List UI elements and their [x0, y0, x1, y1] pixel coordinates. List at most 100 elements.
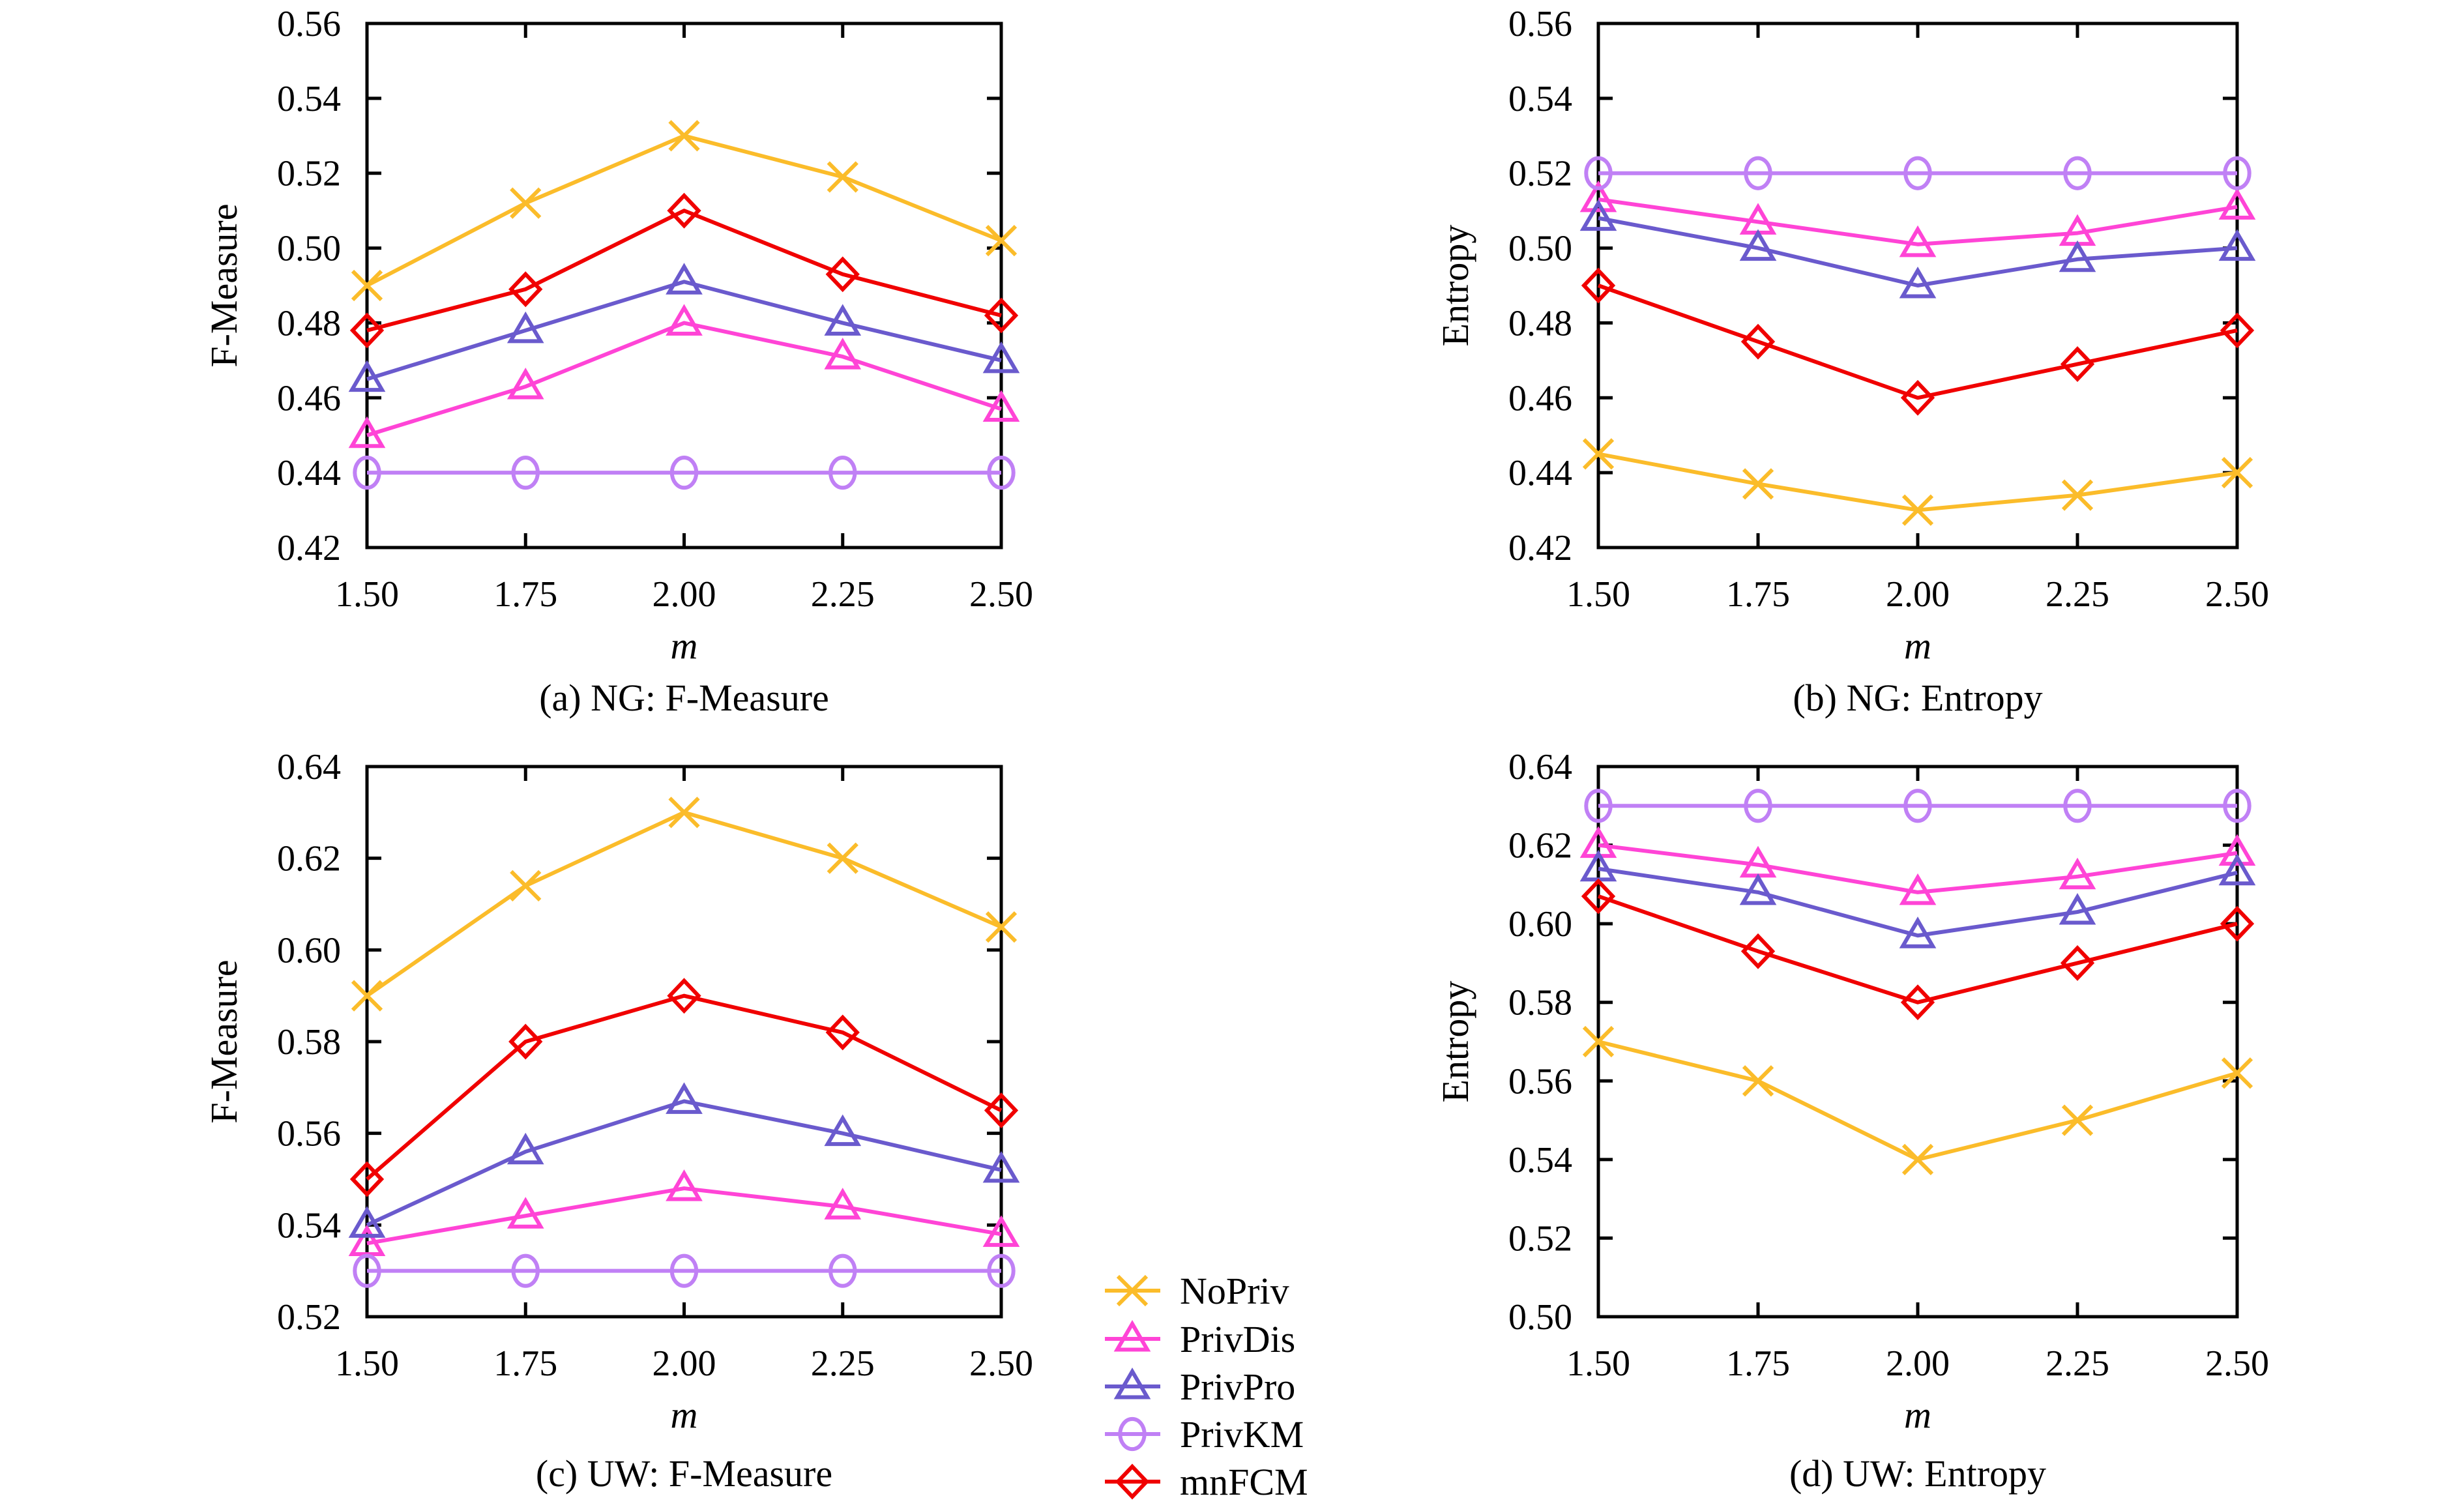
y-tick-label: 0.56 — [1508, 4, 1572, 44]
data-point-marker — [985, 224, 1018, 257]
series-privdis — [348, 304, 1020, 448]
data-point-marker — [987, 1253, 1016, 1288]
data-point-marker — [825, 1014, 860, 1051]
series-line — [1598, 452, 2238, 512]
x-axis-label: m — [671, 624, 698, 667]
series-line — [366, 321, 1002, 437]
y-axis-label: F-Measure — [203, 203, 245, 367]
data-point-marker — [666, 263, 703, 295]
y-tick-label: 0.54 — [1508, 79, 1572, 119]
plot-frame — [1596, 765, 2239, 1319]
x-tick-label: 1.50 — [1566, 1343, 1630, 1384]
series-privpro — [348, 1082, 1020, 1238]
series-nopriv — [1582, 1025, 2253, 1175]
y-tick-label: 0.54 — [277, 79, 341, 119]
y-tick-label: 0.42 — [277, 528, 341, 568]
data-point-marker — [985, 911, 1018, 943]
x-tick-label: 2.00 — [1886, 1343, 1950, 1384]
x-tick-label: 1.50 — [335, 574, 399, 615]
data-point-marker — [824, 1188, 862, 1220]
data-point-marker — [827, 842, 858, 874]
x-tick-label: 2.25 — [2046, 1343, 2109, 1384]
legend-marker-icon — [1113, 1367, 1151, 1399]
data-point-marker — [349, 312, 385, 349]
y-tick-label: 0.46 — [277, 378, 341, 418]
series-privpro — [1579, 199, 2256, 299]
series-nopriv — [351, 120, 1018, 302]
series-privdis — [1579, 826, 2256, 905]
chart-caption: (b) NG: Entropy — [1793, 677, 2042, 719]
data-point-marker — [2061, 479, 2094, 511]
data-point-marker — [1899, 873, 1937, 905]
plot-frame — [365, 765, 1003, 1319]
data-point-marker — [2063, 789, 2092, 823]
legend: NoPriv PrivDis PrivPro PrivKM mnFCM — [1105, 1270, 1308, 1503]
data-point-marker — [827, 161, 858, 193]
data-point-marker — [829, 1253, 857, 1288]
series-mnfcm — [1581, 878, 2255, 1021]
y-tick-label: 0.58 — [277, 1022, 341, 1062]
data-point-marker — [349, 1161, 385, 1197]
data-point-marker — [669, 456, 699, 490]
series-mnfcm — [349, 192, 1019, 349]
y-tick-label: 0.62 — [277, 839, 341, 879]
y-tick-label: 0.60 — [277, 930, 341, 971]
legend-entry-privpro: PrivPro — [1105, 1366, 1295, 1408]
data-point-marker — [2063, 156, 2092, 190]
data-point-marker — [1903, 789, 1932, 823]
data-point-marker — [669, 1253, 699, 1288]
y-tick-label: 0.42 — [1508, 528, 1572, 568]
legend-entry-privkm: PrivKM — [1105, 1413, 1304, 1456]
data-point-marker — [666, 304, 703, 336]
data-point-marker — [824, 304, 862, 336]
x-tick-label: 2.25 — [811, 574, 875, 615]
series-mnfcm — [1581, 267, 2255, 416]
data-point-marker — [824, 1114, 862, 1147]
legend-label: mnFCM — [1180, 1461, 1308, 1503]
data-point-marker — [982, 341, 1020, 374]
data-point-marker — [348, 1206, 386, 1238]
legend-marker-icon — [1116, 1274, 1149, 1307]
data-point-marker — [351, 269, 383, 302]
y-tick-label: 0.56 — [1508, 1061, 1572, 1102]
series-privpro — [348, 263, 1020, 392]
data-point-marker — [1744, 156, 1772, 190]
y-tick-label: 0.64 — [1508, 747, 1572, 787]
series-line — [1598, 1040, 2238, 1162]
y-tick-label: 0.54 — [1508, 1140, 1572, 1180]
y-axis-label: Entropy — [1434, 981, 1476, 1103]
chart-panel-b: 0.42 0.44 0.46 0.48 0.50 0.52 0.54 0.56 1.50 1.75… — [1434, 4, 2269, 719]
data-point-marker — [2059, 857, 2096, 890]
x-tick-label: 1.75 — [493, 1343, 557, 1384]
data-point-marker — [1582, 1025, 1615, 1058]
data-point-marker — [667, 192, 701, 229]
y-tick-label: 0.44 — [277, 453, 341, 493]
legend-label: PrivDis — [1180, 1318, 1295, 1360]
data-point-marker — [984, 1092, 1019, 1128]
y-tick-label: 0.56 — [277, 1114, 341, 1154]
data-point-marker — [2223, 156, 2251, 190]
y-tick-label: 0.56 — [277, 4, 341, 44]
series-line — [366, 993, 1003, 1181]
x-axis-label: m — [1904, 1394, 1931, 1436]
data-point-marker — [511, 456, 540, 490]
y-tick-label: 0.48 — [277, 303, 341, 344]
data-point-marker — [2218, 188, 2256, 220]
series-nopriv — [351, 797, 1018, 1012]
data-point-marker — [506, 1132, 544, 1165]
data-point-marker — [2061, 1104, 2094, 1136]
data-point-marker — [353, 456, 381, 490]
y-tick-label: 0.60 — [1508, 904, 1572, 945]
data-point-marker — [1582, 438, 1615, 470]
data-point-marker — [348, 360, 386, 392]
x-tick-label: 1.50 — [1566, 574, 1630, 615]
data-point-marker — [2059, 240, 2096, 272]
data-point-marker — [508, 1023, 543, 1060]
data-point-marker — [2218, 229, 2256, 261]
x-tick-label: 2.50 — [969, 1343, 1033, 1384]
data-point-marker — [1581, 267, 1616, 304]
series-line — [366, 280, 1002, 381]
legend-label: NoPriv — [1180, 1270, 1289, 1312]
y-tick-label: 0.54 — [277, 1205, 341, 1246]
data-point-marker — [1901, 494, 1934, 526]
